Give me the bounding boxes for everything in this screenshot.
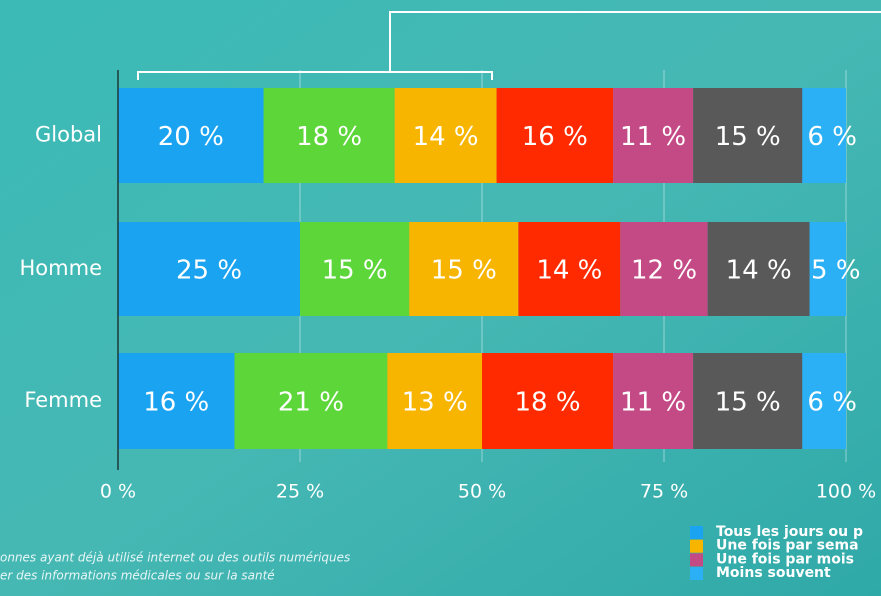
bar-segment [263,88,395,183]
value-label: 13 % [402,388,468,418]
value-label: 14 % [536,256,602,286]
y-tick-label: Femme [24,388,102,412]
value-label: 11 % [620,122,686,152]
bar-segment [802,88,846,183]
bar-segment [693,353,803,449]
footnote: onnes ayant déjà utilisé internet ou des… [0,551,350,565]
value-label: 12 % [631,256,697,286]
value-label: 15 % [322,256,388,286]
value-label: 16 % [143,388,209,418]
value-label: 20 % [158,122,224,152]
bar-segment [707,222,810,316]
legend-swatch [690,567,703,581]
bar-segment [387,353,482,449]
y-tick-label: Global [35,123,102,147]
bracket [137,11,881,80]
x-tick-label: 50 % [458,481,506,503]
value-label: 18 % [296,122,362,152]
bar-segment [234,353,388,449]
bar-segment [693,88,803,183]
bar-segment [496,88,614,183]
legend-label: Une fois par mois [716,551,854,567]
value-label: 18 % [514,388,580,418]
legend-swatch [690,526,703,539]
value-label: 14 % [726,256,792,286]
bar-segment [809,222,846,316]
bar-segment [518,222,621,316]
legend-swatch [690,539,703,553]
legend-swatch [690,553,703,567]
x-tick-label: 0 % [100,481,136,503]
bar-segment [118,222,300,316]
y-tick-label: Homme [20,256,102,280]
value-label: 15 % [431,256,497,286]
value-label: 6 % [807,388,857,418]
bar-segment [482,353,614,449]
bar-segment [409,222,519,316]
footnote: er des informations médicales ou sur la … [0,569,275,583]
value-label: 15 % [715,122,781,152]
bar-segment [300,222,410,316]
bar-segment [118,88,264,183]
value-label: 16 % [522,122,588,152]
bar-segment [802,353,846,449]
legend-label: Moins souvent [716,565,831,581]
x-tick-label: 75 % [640,481,688,503]
x-tick-label: 100 % [816,481,876,503]
legend-label: Tous les jours ou p [716,524,863,540]
bar-segment [620,222,708,316]
bar-segment [613,353,694,449]
legend-label: Une fois par sema [716,538,859,554]
value-label: 25 % [176,256,242,286]
bar-segment [118,353,235,449]
value-label: 5 % [811,256,861,286]
x-tick-label: 25 % [276,481,324,503]
bar-segment [394,88,497,183]
value-label: 6 % [807,122,857,152]
value-label: 21 % [278,388,344,418]
value-label: 11 % [620,388,686,418]
bar-segment [613,88,694,183]
value-label: 14 % [413,122,479,152]
value-label: 15 % [715,388,781,418]
